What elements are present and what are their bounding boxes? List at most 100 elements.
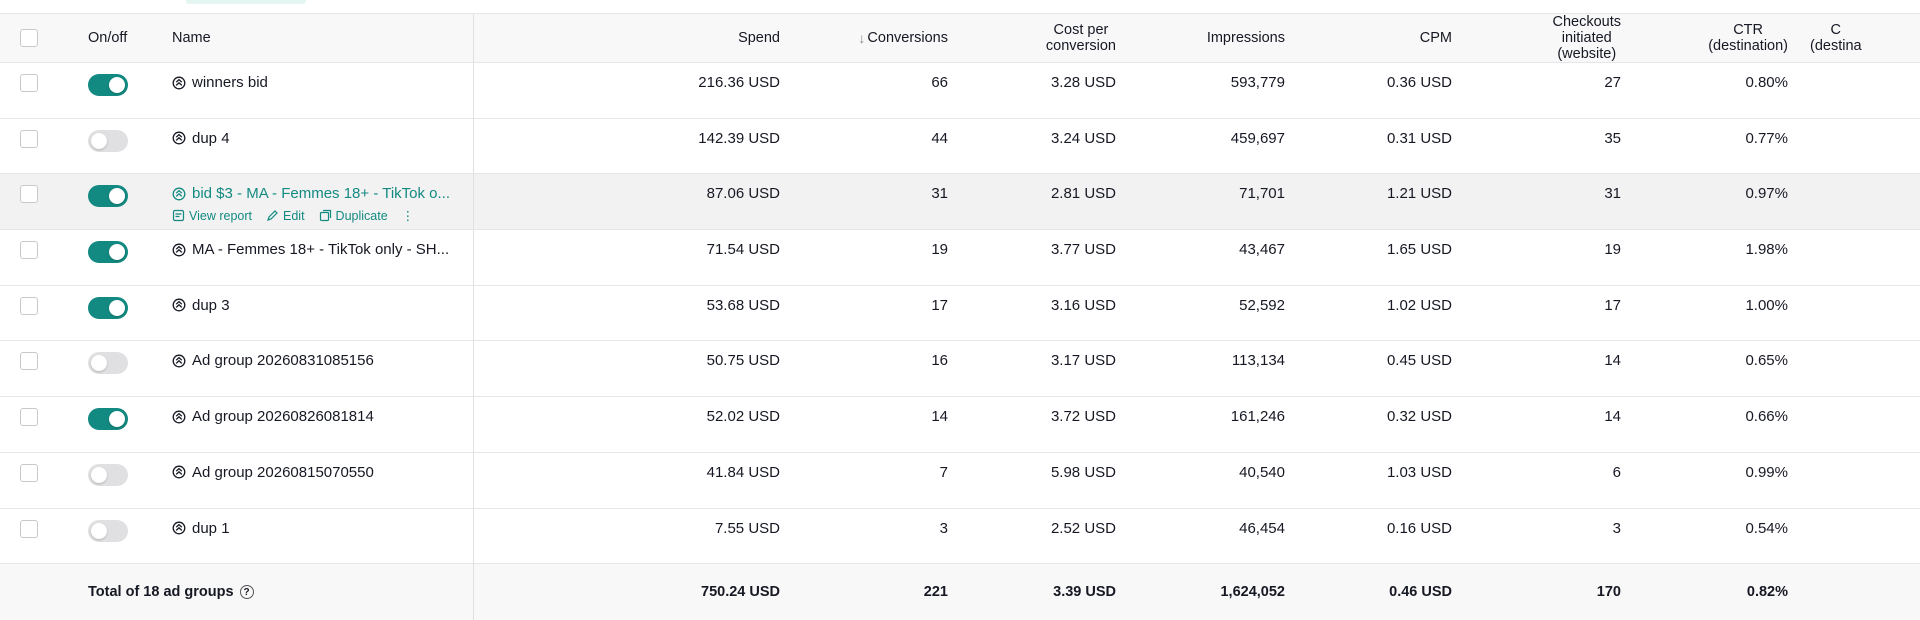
row-toggle-cell[interactable] xyxy=(88,174,148,229)
row-toggle-cell[interactable] xyxy=(88,509,148,564)
ad-group-name[interactable]: MA - Femmes 18+ - TikTok only - SH... xyxy=(192,241,450,259)
row-checkbox[interactable] xyxy=(20,463,38,482)
ad-group-name-line: dup 1 xyxy=(172,520,230,537)
ad-group-name[interactable]: dup 4 xyxy=(192,129,230,147)
cell-cost-per-conversion: 2.81 USD xyxy=(1050,185,1116,203)
cell-cpm: 0.45 USD xyxy=(1386,352,1452,370)
on-off-toggle[interactable] xyxy=(88,241,128,264)
cell-cpm: 1.21 USD xyxy=(1386,185,1452,203)
ad-group-name[interactable]: dup 1 xyxy=(192,519,230,537)
edit-button[interactable]: Edit xyxy=(266,209,305,223)
row-toggle-cell[interactable] xyxy=(88,230,148,285)
ad-group-name[interactable]: winners bid xyxy=(192,74,268,91)
row-name-cell[interactable]: winners bid xyxy=(172,63,472,118)
header-cost-per-conversion[interactable]: Cost per conversion xyxy=(960,14,1116,62)
cell-checkouts: 14 xyxy=(1604,408,1621,426)
cell-impressions: 113,134 xyxy=(1231,352,1285,370)
header-onoff: On/off xyxy=(88,30,128,46)
row-checkbox[interactable] xyxy=(20,296,38,315)
row-toggle-cell[interactable] xyxy=(88,63,148,118)
row-checkbox-cell[interactable] xyxy=(20,174,42,229)
on-off-toggle[interactable] xyxy=(88,296,128,319)
total-spend: 750.24 USD xyxy=(701,584,780,601)
question-circle-icon[interactable]: ? xyxy=(239,585,254,600)
table-row[interactable]: Ad group 20260815070550 41.84 USD 7 5.98 US… xyxy=(0,452,1920,509)
row-checkbox[interactable] xyxy=(20,129,38,148)
row-checkbox-cell[interactable] xyxy=(20,397,42,452)
row-checkbox[interactable] xyxy=(20,241,38,260)
header-cut-off-column[interactable]: C (destina xyxy=(1810,14,1920,62)
on-off-toggle[interactable] xyxy=(88,408,128,431)
on-off-toggle[interactable] xyxy=(88,352,128,375)
duplicate-label: Duplicate xyxy=(335,208,388,223)
ad-group-name[interactable]: Ad group 20260815070550 xyxy=(192,463,374,481)
select-all-checkbox-cell[interactable] xyxy=(20,14,42,62)
table-row[interactable]: dup 3 53.68 USD 17 3.16 USD 52,592 1.02 USD 17… xyxy=(0,285,1920,342)
cell-checkouts: 27 xyxy=(1604,74,1621,91)
on-off-toggle[interactable] xyxy=(88,129,128,152)
on-off-toggle[interactable] xyxy=(88,185,128,208)
cell-cpm: 0.31 USD xyxy=(1386,129,1452,147)
row-checkbox-cell[interactable] xyxy=(20,509,42,564)
row-toggle-cell[interactable] xyxy=(88,397,148,452)
header-conversions[interactable]: ↓ Conversions xyxy=(760,14,948,62)
table-row[interactable]: winners bid 216.36 USD 66 3.28 USD 593,779 0.… xyxy=(0,63,1920,119)
duplicate-button[interactable]: Duplicate xyxy=(319,209,388,223)
row-checkbox[interactable] xyxy=(20,408,38,427)
row-toggle-cell[interactable] xyxy=(88,119,148,174)
ad-group-name[interactable]: dup 3 xyxy=(192,296,230,314)
table-row[interactable]: Ad group 20260831085156 50.75 USD 16 3.17 U… xyxy=(0,341,1920,398)
table-row[interactable]: Ad group 20260826081814 52.02 USD 14 3.72 U… xyxy=(0,397,1920,453)
header-cpm[interactable]: CPM xyxy=(1419,30,1452,46)
header-impressions[interactable]: Impressions xyxy=(1206,30,1285,46)
row-checkbox[interactable] xyxy=(20,185,38,204)
ad-group-name-line: bid $3 - MA - Femmes 18+ - TikTok o... xyxy=(172,185,450,202)
header-ctr[interactable]: CTR (destination) xyxy=(1640,14,1788,62)
on-off-toggle[interactable] xyxy=(88,74,128,96)
view-report-button[interactable]: View report xyxy=(172,209,252,223)
ad-group-icon xyxy=(172,131,186,145)
row-name-cell[interactable]: Ad group 20260831085156 xyxy=(172,341,472,396)
cell-impressions: 459,697 xyxy=(1230,129,1285,147)
header-spend[interactable]: Spend xyxy=(738,30,780,46)
cell-conversions: 3 xyxy=(939,519,948,537)
column-divider[interactable] xyxy=(473,14,474,62)
row-toggle-cell[interactable] xyxy=(88,341,148,396)
ad-group-name[interactable]: bid $3 - MA - Femmes 18+ - TikTok o... xyxy=(192,185,451,203)
row-checkbox-cell[interactable] xyxy=(20,453,42,508)
row-name-cell[interactable]: MA - Femmes 18+ - TikTok only - SH... xyxy=(172,230,472,285)
row-name-cell[interactable]: dup 3 xyxy=(172,286,472,341)
row-checkbox-cell[interactable] xyxy=(20,119,42,174)
table-row[interactable]: dup 1 7.55 USD 3 2.52 USD 46,454 0.16 USD 3 0.5… xyxy=(0,508,1920,565)
more-actions-icon[interactable]: ⋮ xyxy=(401,209,415,224)
row-checkbox[interactable] xyxy=(20,74,38,92)
table-row[interactable]: bid $3 - MA - Femmes 18+ - TikTok o... Vi… xyxy=(0,174,1920,231)
table-row[interactable]: dup 4 142.39 USD 44 3.24 USD 459,697 0.31 USD… xyxy=(0,118,1920,175)
row-name-cell[interactable]: dup 1 xyxy=(172,509,472,564)
row-toggle-cell[interactable] xyxy=(88,453,148,508)
column-divider xyxy=(473,174,474,230)
cell-checkouts: 19 xyxy=(1604,241,1621,259)
row-checkbox-cell[interactable] xyxy=(20,230,42,285)
cell-checkouts: 35 xyxy=(1604,129,1621,147)
row-checkbox-cell[interactable] xyxy=(20,286,42,341)
row-name-cell[interactable]: Ad group 20260826081814 xyxy=(172,397,472,452)
row-checkbox-cell[interactable] xyxy=(20,341,42,396)
row-checkbox-cell[interactable] xyxy=(20,63,42,118)
row-checkbox[interactable] xyxy=(20,352,38,371)
row-name-cell[interactable]: Ad group 20260815070550 xyxy=(172,453,472,508)
on-off-toggle[interactable] xyxy=(88,463,128,486)
row-checkbox[interactable] xyxy=(20,519,38,538)
ad-group-name[interactable]: Ad group 20260826081814 xyxy=(192,408,374,426)
row-name-cell[interactable]: bid $3 - MA - Femmes 18+ - TikTok o... Vi… xyxy=(172,174,472,229)
header-name[interactable]: Name xyxy=(172,30,211,46)
header-checkouts[interactable]: Checkouts initiated (website) xyxy=(1470,14,1621,62)
table-row[interactable]: MA - Femmes 18+ - TikTok only - SH... 71.… xyxy=(0,230,1920,286)
select-all-checkbox[interactable] xyxy=(20,29,38,47)
ad-group-name[interactable]: Ad group 20260831085156 xyxy=(192,352,374,370)
sort-down-icon: ↓ xyxy=(858,30,866,46)
row-toggle-cell[interactable] xyxy=(88,286,148,341)
row-name-cell[interactable]: dup 4 xyxy=(172,119,472,174)
header-checkouts-line-3: (website) xyxy=(1557,46,1617,62)
on-off-toggle[interactable] xyxy=(88,519,128,542)
